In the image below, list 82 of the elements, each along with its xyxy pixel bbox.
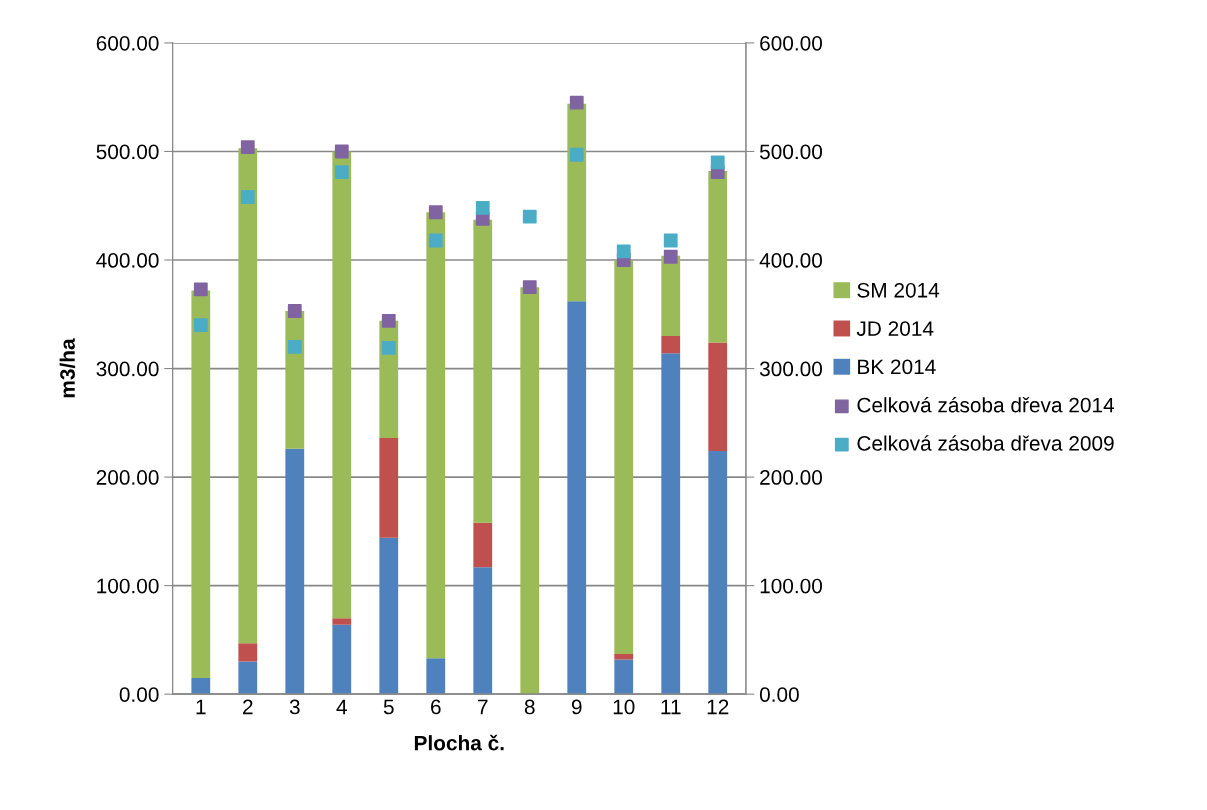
bar [426, 212, 446, 659]
bar [708, 342, 728, 452]
bar [614, 659, 634, 695]
bar [332, 618, 352, 625]
y-tick-label: 200.00 [96, 470, 159, 485]
point [240, 190, 255, 204]
bar [332, 624, 352, 695]
bar [661, 335, 681, 354]
bar [379, 537, 399, 695]
x-tick-label: 7 [478, 699, 488, 715]
bar [567, 103, 587, 302]
bar [473, 567, 493, 695]
y-axis-title: m3/ha [59, 338, 76, 398]
point [569, 95, 584, 110]
point [287, 304, 302, 318]
bar [708, 451, 728, 695]
bar [661, 255, 681, 336]
x-tick-label: 8 [524, 699, 535, 715]
x-tick-label: 5 [383, 699, 394, 715]
legend-label: Celková zásoba dřeva 2014 [857, 396, 1115, 413]
point [428, 233, 443, 248]
y2-tick-label: 500.00 [759, 144, 823, 160]
bar [238, 643, 258, 662]
y2-tick-label: 100.00 [760, 578, 823, 594]
point [334, 165, 349, 179]
y-tick-label: 500.00 [96, 144, 159, 160]
legend-label: JD 2014 [856, 321, 934, 336]
bar [238, 148, 258, 644]
point [240, 140, 255, 155]
legend-label: SM 2014 [857, 282, 940, 298]
y2-tick-label: 200.00 [760, 470, 823, 485]
bar [379, 438, 399, 538]
bar [520, 287, 540, 695]
bar [191, 290, 211, 678]
x-tick-label: 9 [571, 699, 582, 715]
x-tick-label: 10 [613, 699, 635, 715]
x-tick-label: 1 [196, 699, 206, 715]
point [663, 249, 678, 264]
legend-label: Celková zásoba dřeva 2009 [857, 435, 1114, 451]
point [381, 313, 396, 328]
y2-tick-label: 400.00 [759, 253, 823, 268]
y2-tick-label: 600.00 [760, 35, 823, 51]
point [287, 339, 302, 354]
point [569, 147, 584, 162]
bar [567, 301, 587, 695]
x-tick-label: 4 [336, 699, 347, 715]
point [381, 341, 396, 355]
point [193, 318, 208, 333]
x-tick-label: 3 [289, 699, 300, 715]
y2-tick-label: 0.00 [759, 687, 799, 702]
bar [191, 677, 211, 695]
legend-label: BK 2014 [858, 359, 936, 375]
point [334, 144, 349, 159]
bar [285, 448, 305, 695]
point [522, 209, 537, 224]
point [193, 282, 208, 297]
x-tick-label: 12 [707, 699, 729, 715]
y-tick-label: 0.00 [119, 687, 159, 702]
bar [332, 151, 352, 619]
bar [708, 171, 728, 343]
x-axis-title: Plocha č. [414, 734, 504, 751]
bar [614, 260, 634, 655]
x-tick-label: 6 [431, 699, 441, 715]
y-tick-label: 600.00 [96, 35, 159, 51]
bar [473, 522, 493, 568]
point [428, 205, 443, 220]
bar [614, 654, 634, 660]
bar [661, 353, 681, 695]
bar [238, 661, 258, 695]
bar [426, 658, 446, 695]
y-tick-label: 400.00 [96, 253, 159, 268]
y-tick-label: 100.00 [97, 578, 159, 594]
y-tick-label: 300.00 [96, 361, 159, 377]
point [616, 244, 631, 259]
x-tick-label: 11 [661, 699, 681, 715]
bar [473, 219, 493, 523]
y2-tick-label: 300.00 [759, 361, 823, 377]
point [663, 233, 678, 248]
point [710, 155, 725, 170]
point [475, 201, 490, 215]
x-tick-label: 2 [243, 699, 253, 715]
point [522, 280, 537, 295]
